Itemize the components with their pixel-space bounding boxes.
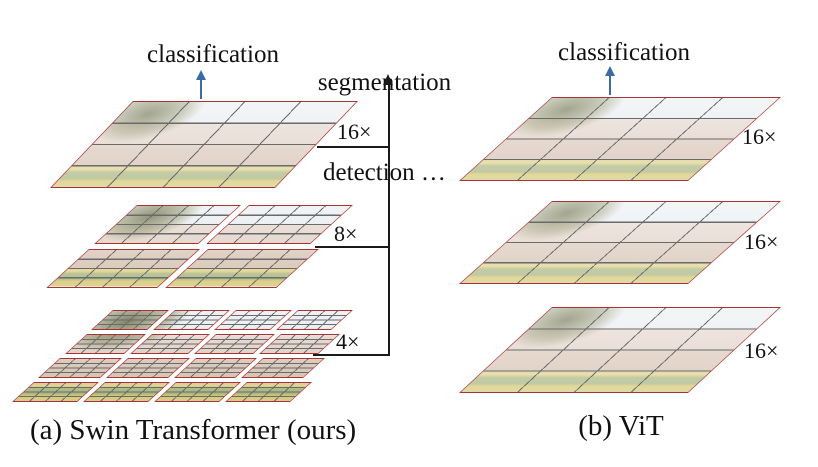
swin-stage-8x-row [94,205,353,244]
swin-stage-16x-row [50,101,358,188]
scale-label-swin-8x: 8× [334,221,358,246]
arrow-stem [388,84,390,355]
feature-map-window [50,101,358,188]
left-classification-up-arrow-icon [196,70,206,99]
left-caption: (a) Swin Transformer (ours) [30,414,357,446]
swin-stage-8x-row [46,248,320,287]
right-caption: (b) ViT [578,410,664,442]
arrow-head [605,66,615,76]
connector-16x [317,146,389,148]
swin-stage-4x-row [64,334,340,354]
vit-stage-2-row [459,201,781,284]
arrow-stem [200,80,202,99]
swin-stage-4x-row [91,310,353,330]
scale-label-vit-1: 16× [742,124,777,149]
feature-map-window [241,358,326,378]
vit-stage-1-row [459,97,781,181]
scale-label-vit-3: 16× [744,338,779,363]
swin-stage-4x-row [38,358,326,378]
scale-label-swin-4x: 4× [336,329,360,354]
detection-label: detection … [323,159,446,186]
right-classification-up-arrow-icon [605,66,615,95]
arrow-head [196,70,206,80]
connector-4x [313,354,390,356]
right-classification-label: classification [558,39,690,66]
feature-map-window [458,307,781,393]
feature-map-window [459,201,781,284]
arrow-stem [609,76,611,95]
vit-stage-3-row [458,307,781,393]
feature-map-window [224,382,312,402]
feature-map-window [459,97,781,181]
left-classification-label: classification [147,41,279,68]
scale-label-swin-16x: 16× [337,119,372,144]
scale-label-vit-2: 16× [744,229,779,254]
swin-stage-4x-row [11,382,312,402]
connector-8x [315,246,389,248]
arrow-head [383,74,393,85]
